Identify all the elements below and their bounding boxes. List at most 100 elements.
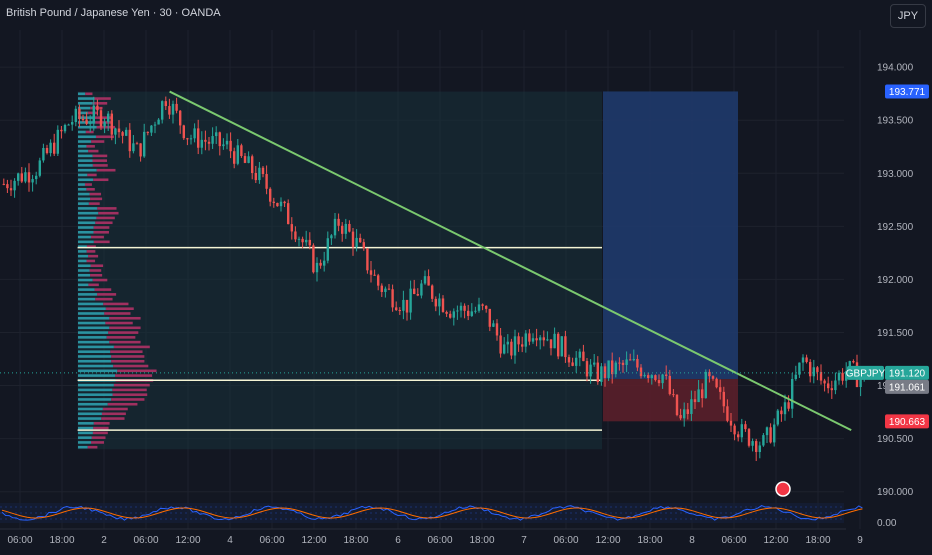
candle-body [233,151,236,164]
candle-body [571,362,574,366]
candle-body [132,143,135,152]
candle-body [755,441,758,452]
profile-bar-up [78,374,116,377]
candle-body [560,336,563,357]
candle-body [207,141,211,144]
candle-body [539,337,542,341]
candle-body [585,361,589,377]
profile-bar-up [78,106,91,110]
candle-body [157,119,160,125]
profile-bar-down [111,398,145,401]
profile-bar-up [78,183,85,186]
time-tick-label: 6 [395,535,401,546]
profile-bar-down [97,207,117,210]
candle-body [323,260,326,266]
candle-body [344,223,347,234]
stop-price-badge-label: 190.663 [889,417,926,428]
profile-bar-down [117,369,157,373]
profile-bar-up [78,441,92,444]
candle-body [125,129,128,136]
candle-body [834,380,837,391]
candle-body [420,283,423,296]
profile-bar-up [78,216,97,220]
candle-body [841,372,844,381]
candle-body [593,362,596,365]
candle-body [812,367,815,377]
candle-body [575,357,578,366]
candle-body [45,147,49,154]
profile-bar-up [78,197,91,201]
profile-bar-down [92,154,108,158]
time-tick-label: 06:00 [427,535,452,546]
candle-body [578,351,581,358]
candle-body [567,357,571,363]
profile-bar-up [78,316,110,320]
profile-bar-down [113,383,150,387]
candle-body [744,424,747,430]
profile-bar-up [78,159,93,162]
candle-body [722,391,725,407]
candle-body [747,429,751,446]
candle-body [758,445,761,452]
event-flag-icon[interactable] [775,481,791,497]
candle-body [258,167,261,181]
candle-body [603,366,607,378]
time-tick-label: 06:00 [133,535,158,546]
profile-bar-up [78,145,87,148]
candle-body [557,333,560,357]
candle-body [20,173,23,182]
candle-body [431,285,434,299]
time-tick-label: 06:00 [721,535,746,546]
profile-bar-up [78,331,109,334]
candle-body [729,420,733,426]
candle-body [769,427,772,443]
candle-body [438,298,441,307]
profile-bar-up [78,340,110,344]
candle-body [805,357,808,362]
candle-body [164,101,167,107]
candle-body [708,371,711,377]
candle-body [701,389,704,399]
candle-body [395,307,398,311]
candle-body [218,132,221,147]
profile-bar-up [78,369,118,373]
candle-body [9,188,13,191]
profile-bar-up [78,345,114,349]
profile-bar-up [78,269,90,272]
trendline[interactable] [169,90,852,432]
candle-body [423,276,427,284]
candle-body [236,145,239,164]
candle-body [31,179,34,183]
profile-bar-down [89,192,102,196]
profile-bar-up [78,97,95,100]
candle-body [247,156,250,163]
profile-bar-down [115,374,153,377]
profile-bar-up [78,393,113,396]
candle-body [283,201,286,204]
candle-body [481,304,484,306]
candle-body [477,304,481,311]
profile-bar-down [91,436,106,439]
symbol-badge: GBPJPY [846,365,886,380]
candle-body [600,366,603,382]
candle-body [211,136,214,144]
candle-body [380,285,383,292]
candle-body [240,145,243,157]
candle-body [683,409,686,419]
profile-bar-down [86,145,95,148]
analysis-range-box [77,91,603,450]
price-tick-label: 194.000 [877,63,914,74]
candle-body [765,427,769,436]
currency-button[interactable]: JPY [890,4,926,28]
candle-body [413,288,416,295]
candle-body [276,202,279,207]
candle-body [449,313,452,318]
profile-bar-down [86,259,96,263]
profile-bar-up [78,426,94,430]
profile-bar-down [93,240,110,244]
candle-body [632,358,635,361]
candle-body [495,323,499,336]
price-tick-label: 190.500 [877,434,914,445]
